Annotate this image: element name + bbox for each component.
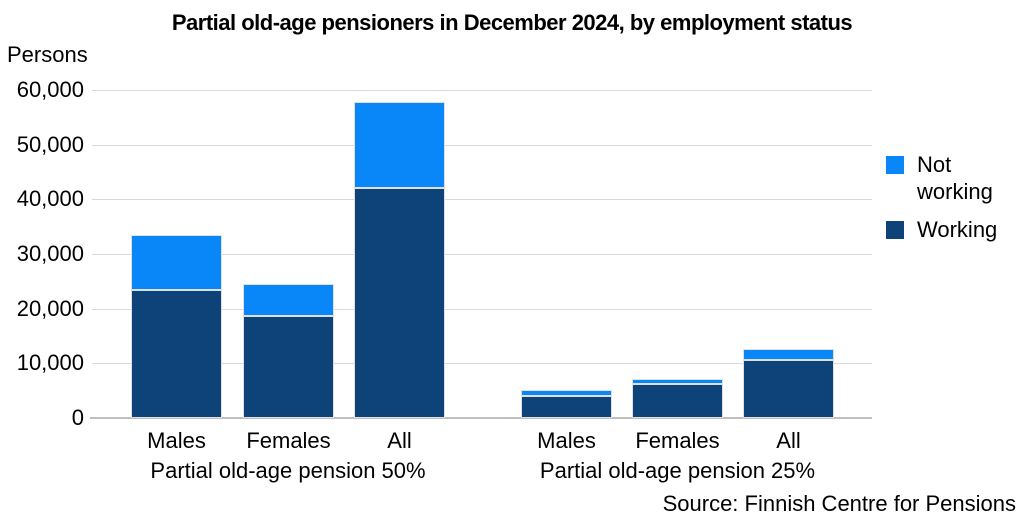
legend-swatch-working xyxy=(886,221,904,239)
legend: Not working Working xyxy=(886,151,1012,254)
bar-50-males-working xyxy=(131,289,222,418)
bar-25-females-working xyxy=(632,384,723,418)
x-group-label: Partial old-age pension 50% xyxy=(150,458,426,483)
bar-25-all-working xyxy=(743,360,834,418)
x-category-label: Males xyxy=(147,428,206,453)
x-group-label: Partial old-age pension 25% xyxy=(539,458,816,483)
bar-25-males-not-working xyxy=(521,389,612,396)
gridline xyxy=(92,144,872,146)
x-category-label: All xyxy=(387,428,412,453)
bar-50-males-not-working xyxy=(131,235,222,290)
legend-item-not-working: Not working xyxy=(886,151,1012,205)
bar-50-all-working xyxy=(354,187,445,418)
legend-item-working: Working xyxy=(886,216,1012,243)
source-label: Source: Finnish Centre for Pensions xyxy=(662,491,1016,516)
y-tick-label: 10,000 xyxy=(16,350,84,376)
y-axis-unit-label: Persons xyxy=(7,42,88,67)
chart-title: Partial old-age pensioners in December 2… xyxy=(171,10,853,35)
bar-50-females-working xyxy=(243,316,334,418)
legend-label-working: Working xyxy=(917,217,998,242)
gridline xyxy=(92,308,872,310)
gridline xyxy=(92,199,872,201)
y-tick-label: 50,000 xyxy=(16,131,84,157)
y-tick-label: 60,000 xyxy=(16,77,84,102)
y-tick-label: 40,000 xyxy=(16,186,84,212)
y-tick-label: 20,000 xyxy=(16,295,84,321)
y-tick-label: 30,000 xyxy=(16,241,84,266)
x-category-label: Females xyxy=(246,428,331,453)
bar-25-females-not-working xyxy=(632,378,723,385)
x-category-label: All xyxy=(776,428,801,453)
bar-25-males-working xyxy=(521,395,612,418)
x-category-label: Females xyxy=(635,428,720,453)
bar-25-all-not-working xyxy=(743,348,834,361)
x-category-label: Males xyxy=(537,428,596,453)
legend-label-not-working: Not working xyxy=(917,152,993,204)
bar-50-females-not-working xyxy=(243,284,334,317)
gridline xyxy=(92,90,872,91)
gridline xyxy=(92,363,872,365)
gridline xyxy=(92,254,872,255)
y-tick-label: 0 xyxy=(71,405,84,430)
x-axis-line xyxy=(90,417,872,419)
bar-50-all-not-working xyxy=(354,102,445,188)
legend-swatch-not-working xyxy=(886,156,904,174)
